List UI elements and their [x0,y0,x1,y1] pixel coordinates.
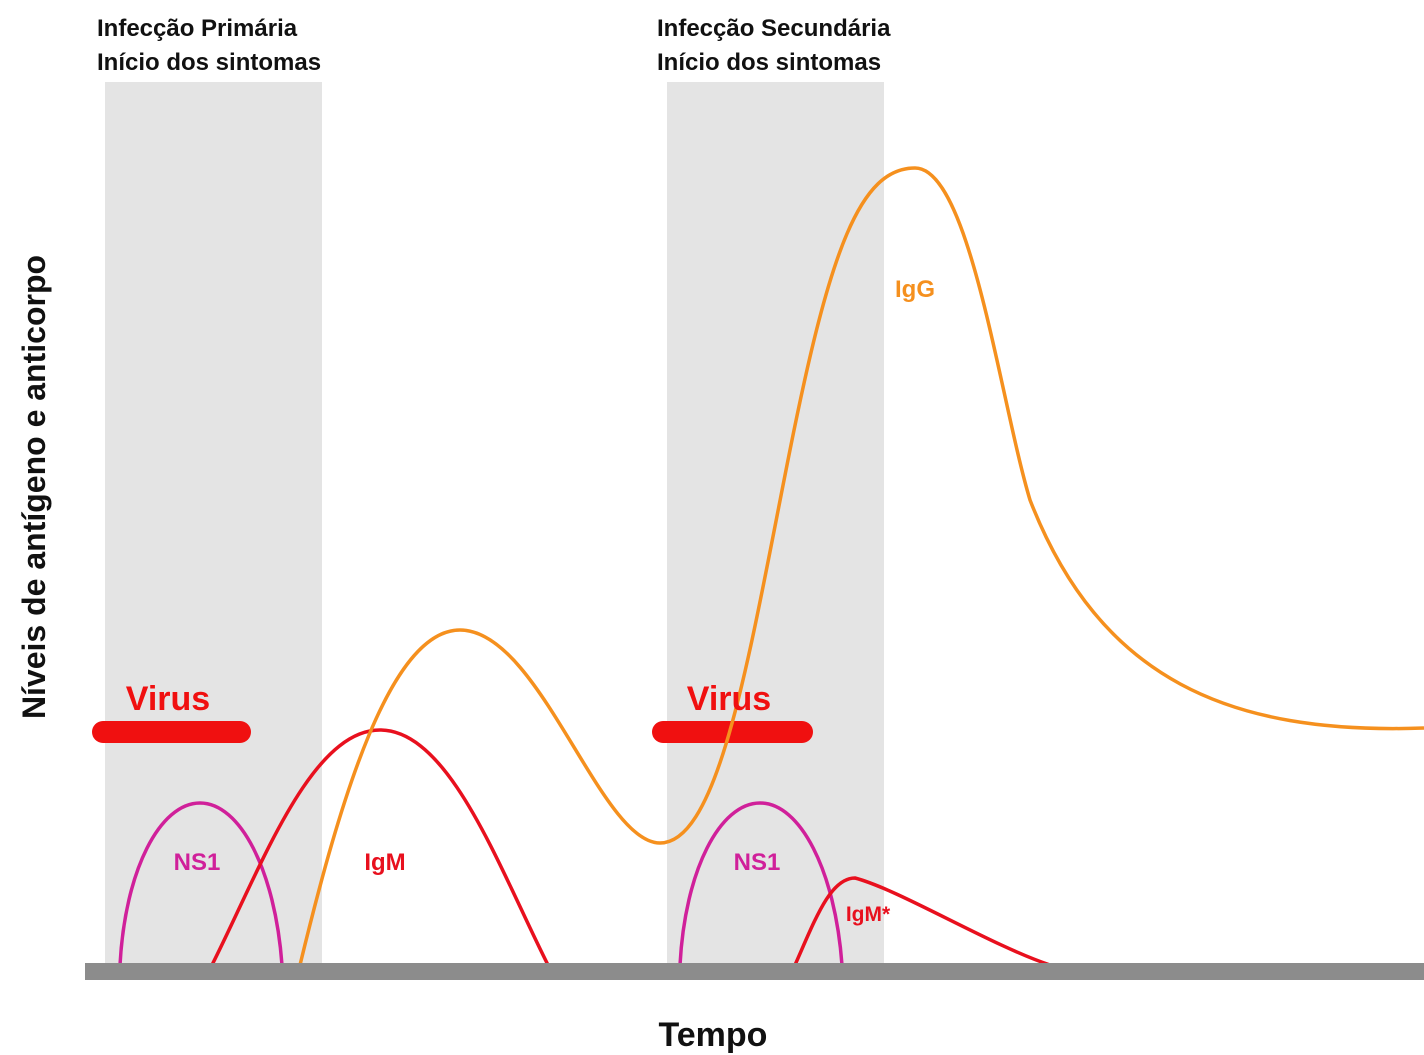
igg-label: IgG [895,276,935,303]
subheading: Início dos sintomas [657,49,881,76]
igm-label: IgM [364,849,405,876]
ns1-curve [118,801,284,966]
symptom-band [105,82,322,965]
heading: Infecção Primária [97,15,298,42]
y-axis-label: Níveis de antígeno e anticorpo [16,255,52,719]
time-axis [85,963,1424,980]
ns1-label: NS1 [174,849,221,876]
ns1-label: NS1 [734,849,781,876]
igm-curve [793,876,1051,967]
x-axis-label: Tempo [659,1016,768,1054]
ns1-curve [678,801,844,966]
virus-label: Virus [687,680,771,718]
virus-label: Virus [126,680,210,718]
subheading: Início dos sintomas [97,49,321,76]
igg-curve [298,166,1424,966]
heading: Infecção Secundária [657,15,891,42]
igm-curve [210,728,550,966]
igm-label: IgM* [846,903,891,926]
